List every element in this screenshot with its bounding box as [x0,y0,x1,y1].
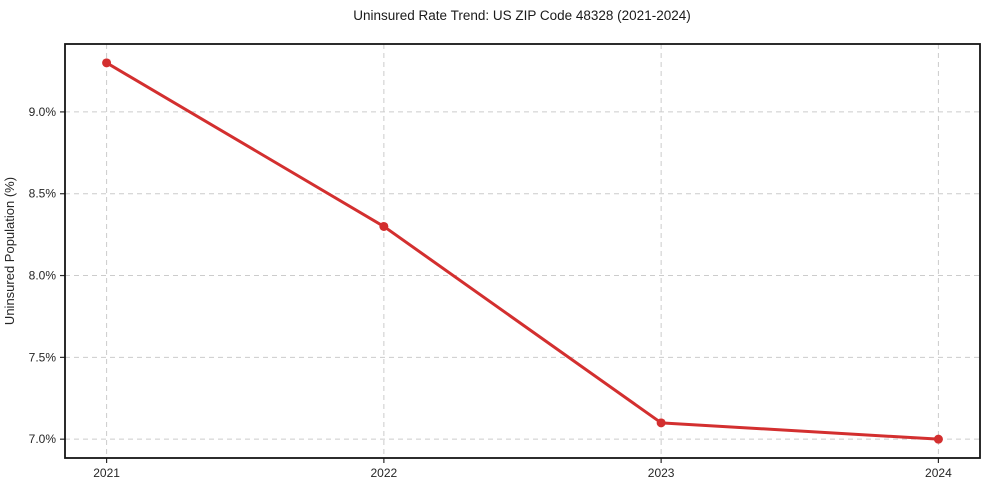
trend-line [105,61,940,441]
chart-title: Uninsured Rate Trend: US ZIP Code 48328 … [353,8,690,23]
y-tick-label: 7.0% [29,432,57,446]
chart-plot-area: 7.0% 7.5% 8.0% 8.5% 9.0% 2021 2022 2023 2024 [29,43,981,480]
y-tick-label: 8.0% [29,269,57,283]
data-point [933,434,943,444]
x-tick-label: 2023 [648,466,675,480]
x-tick-label: 2024 [925,466,952,480]
x-tick-label: 2022 [371,466,398,480]
y-tick-label: 9.0% [29,105,57,119]
x-tick-label: 2021 [93,466,120,480]
y-tick-label: 7.5% [29,350,57,364]
data-point [656,418,666,428]
plot-border [64,43,981,459]
data-point [379,221,389,231]
y-tick-label: 8.5% [29,187,57,201]
y-axis-label: Uninsured Population (%) [2,177,17,325]
data-point [102,58,112,68]
